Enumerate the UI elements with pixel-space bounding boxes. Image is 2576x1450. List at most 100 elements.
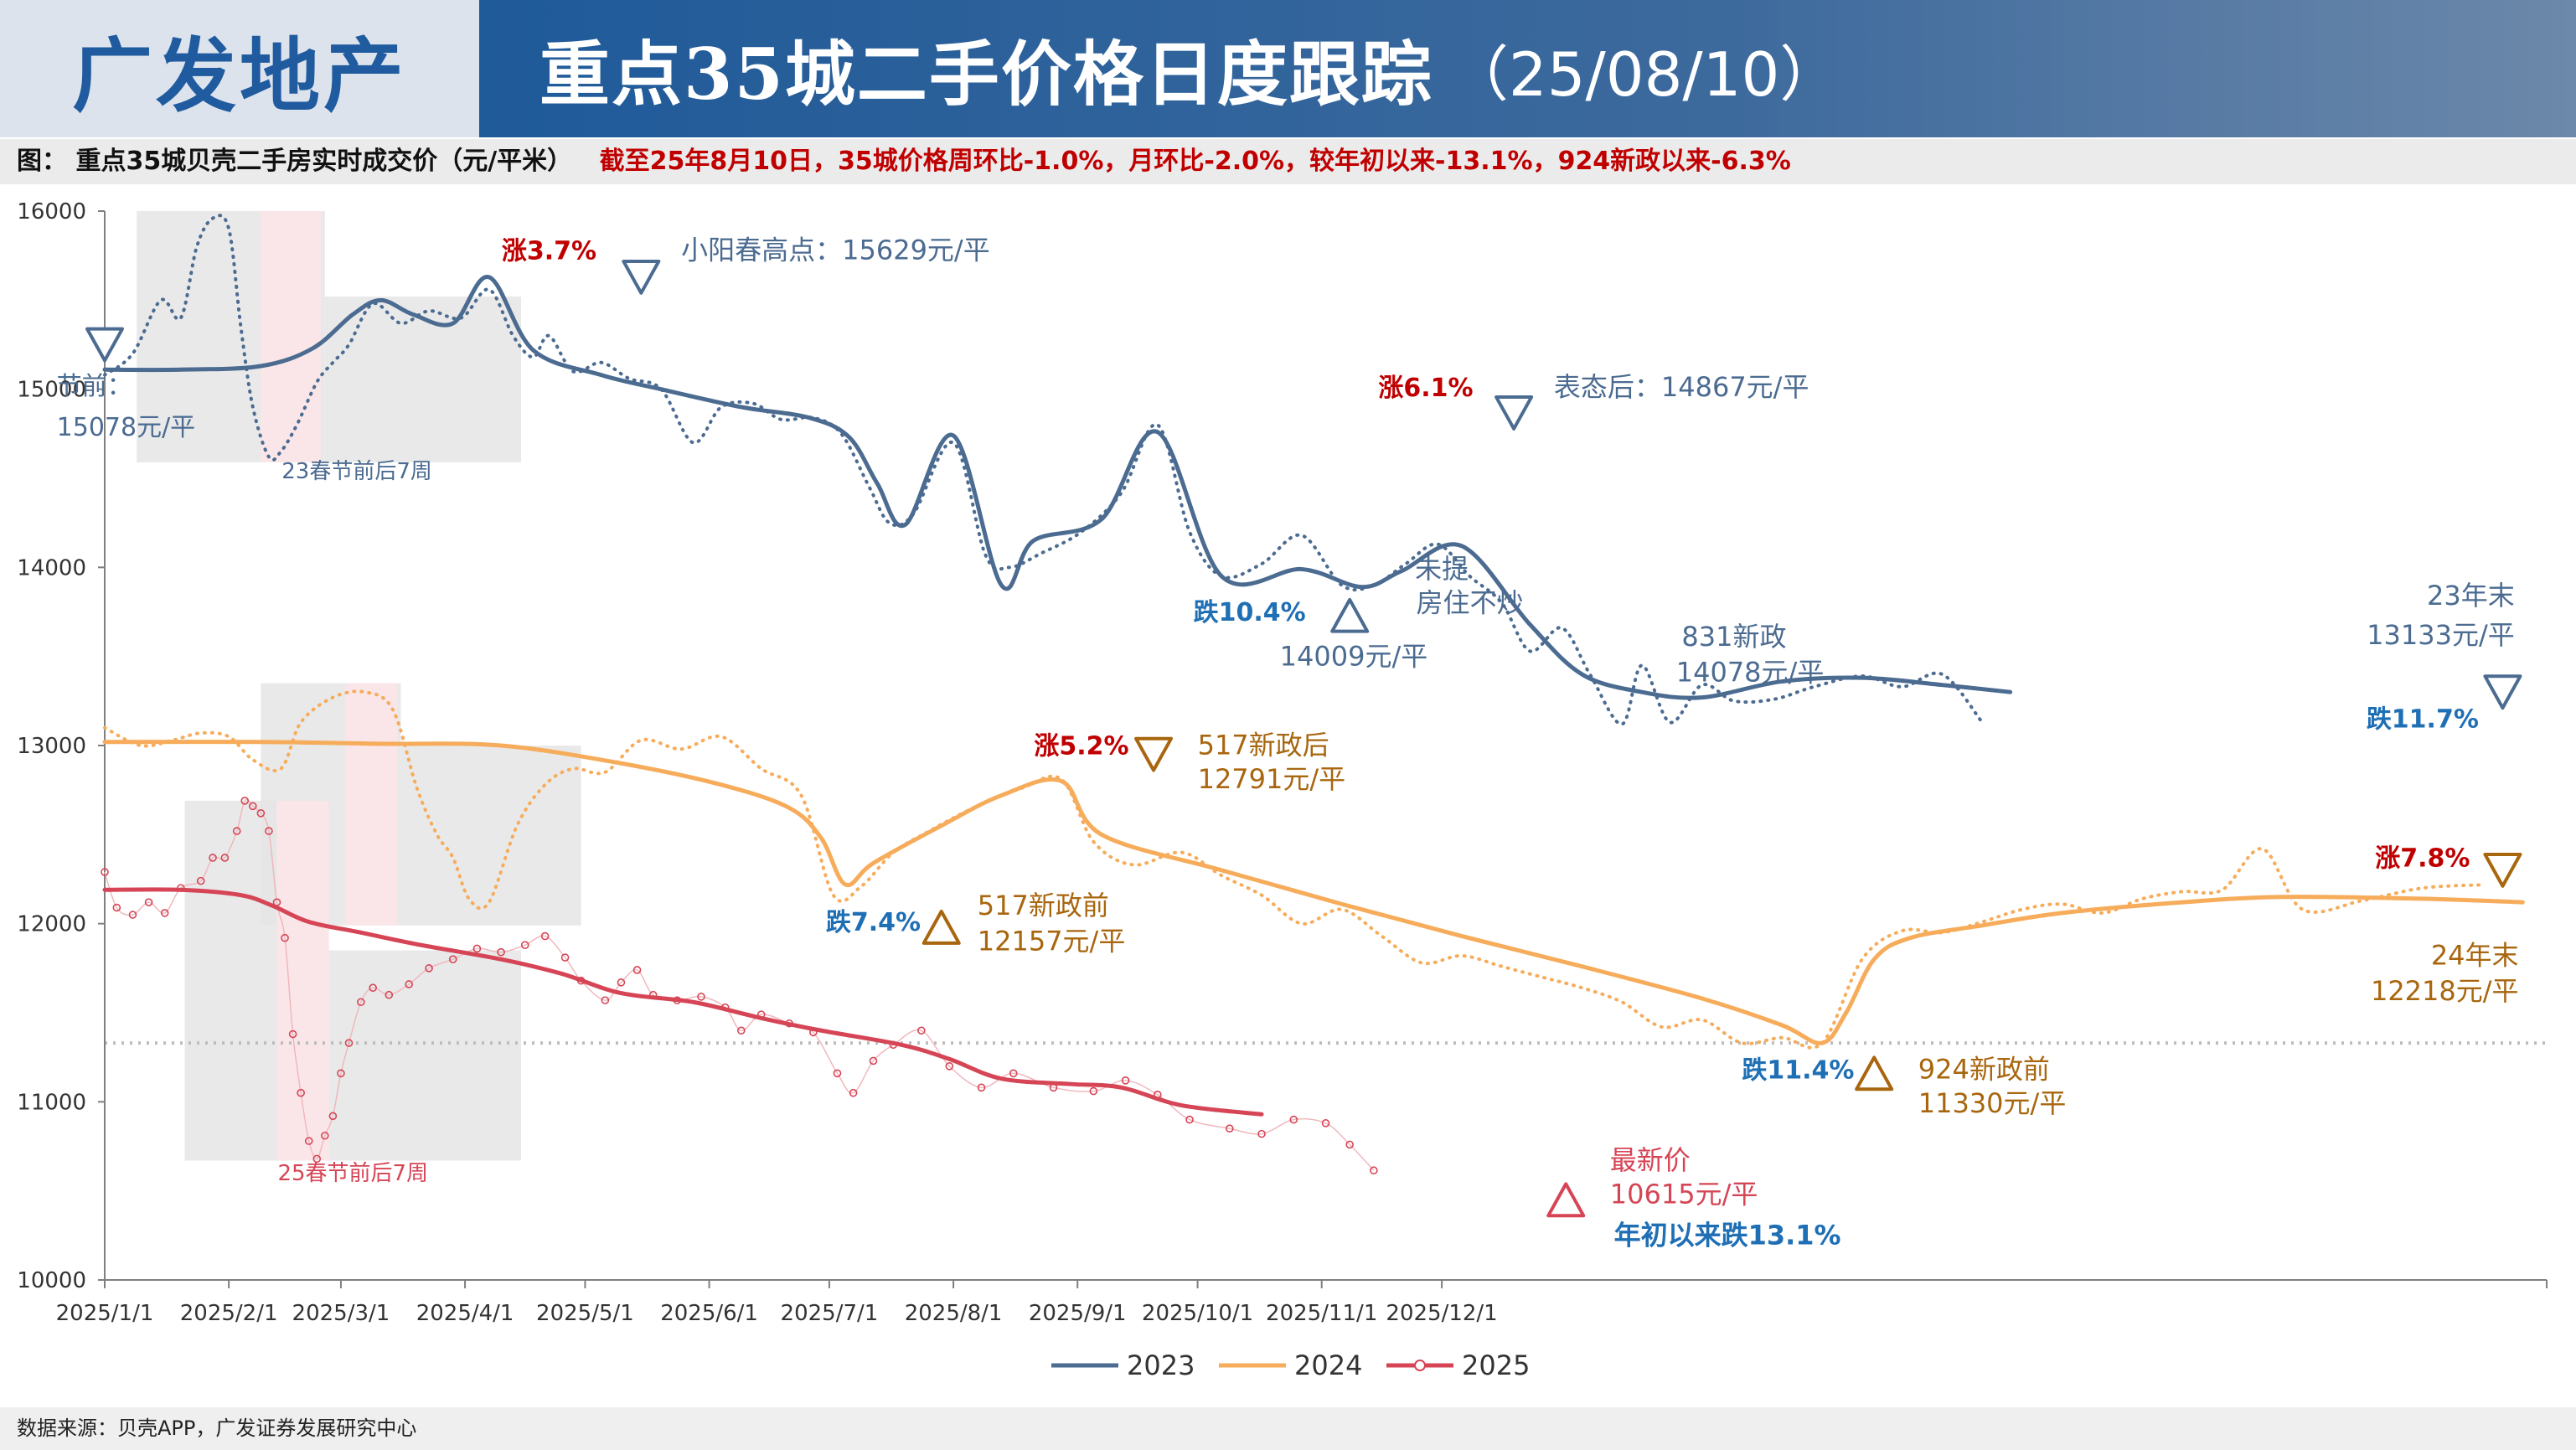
legend-marker-2025 [1414,1360,1426,1371]
x-tick-label: 2025/1/1 [56,1301,154,1326]
series-2023-smooth-line [102,275,2013,700]
series-2025-raw-point [425,964,433,973]
series-2025-raw-point [1226,1124,1234,1133]
series-2025-raw-point [220,854,230,862]
title-banner: 重点35城二手价格日度跟踪 （25/08/10） [479,0,2576,137]
series-2025-raw-point [697,993,705,1001]
x-tick-label: 2025/8/1 [905,1301,1003,1326]
legend-label-2025: 2025 [1462,1349,1530,1381]
series-2025-raw-point [601,996,610,1004]
brand-name: 广发地产 [72,28,407,123]
shaded-region-1 [324,297,521,462]
series-2025-raw-point [101,868,109,876]
data-source-text: 数据来源：贝壳APP，广发证券发展研究中心 [17,1416,417,1440]
series-2025-raw-point [520,941,529,949]
triangle-markers [85,259,2522,1218]
series-2025-raw-point [304,1137,313,1145]
series-2025-raw-point [945,1062,954,1071]
series-2025-raw-point [112,903,121,912]
chart-annotation: 11330元/平 [1918,1087,2067,1119]
series-2025-raw-point [1089,1086,1098,1096]
x-tick-label: 2025/9/1 [1029,1301,1127,1326]
series-2025-raw-point [232,827,241,835]
x-tick-label: 2025/11/1 [1266,1301,1377,1326]
series-2025-raw-point [405,980,413,988]
chart-annotation: 涨6.1% [1378,374,1473,403]
chart-annotation: 15078元/平 [57,413,196,442]
series-2025-raw-point [917,1026,926,1035]
series-2025-raw-point [497,947,505,957]
data-source-footer: 数据来源：贝壳APP，广发证券发展研究中心 [0,1407,2576,1450]
raw-series [101,214,2485,1175]
x-tick-label: 2025/10/1 [1142,1301,1253,1326]
chart-summary-note: 截至25年8月10日，35城价格周环比-1.0%，月环比-2.0%，较年初以来-… [599,147,1791,176]
series-2025-raw-point [369,983,377,993]
series-2025-raw-point [321,1131,329,1140]
chart-annotation: 小阳春高点：15629元/平 [681,234,990,266]
chart-annotation: 12791元/平 [1198,763,1346,795]
series-2025-raw-point [357,998,365,1007]
chart-axes: 10000 11000 12000 13000 14000 15000 16000 2025/… [17,199,2548,1326]
series-2024-smooth-line [102,740,2525,1045]
up-triangle-marker [1855,1055,1894,1091]
shaded-region-5 [344,683,397,926]
series-2025-raw-point [128,911,137,919]
legend-label-2023: 2023 [1127,1349,1195,1381]
down-triangle-marker [85,327,124,363]
series-2025-raw-point [1370,1166,1378,1175]
chart-annotation: 23春节前后7周 [281,459,432,484]
chart-annotation: 10615元/平 [1610,1179,1758,1210]
down-triangle-marker [1494,395,1534,431]
series-2025-raw-point [249,802,257,811]
series-2025-raw-point [977,1083,986,1092]
chart-annotation: 表态后：14867元/平 [1554,371,1809,403]
series-2023-raw-line [103,214,1985,726]
chart-caption-bar: 图： 重点35城贝壳二手房实时成交价（元/平米） 截至25年8月10日，35城价… [0,139,2576,184]
series-2025-raw-point [288,1029,297,1039]
chart-annotations: 节前： 15078元/平 23春节前后7周 涨3.7% 小阳春高点：15629元/平涨6… [57,234,2519,1251]
series-2025-smooth-line [102,887,1264,1117]
chart-annotation: 房住不炒 [1417,587,1524,619]
chart-annotation: 24年末 [2431,940,2519,972]
chart-annotation: 12157元/平 [978,926,1126,957]
chart-annotation: 跌7.4% [826,908,921,937]
up-triangle-marker [1330,597,1370,633]
series-2025-raw-point [240,797,250,805]
chart-annotation: 23年末 [2427,580,2515,611]
chart-annotation: 831新政 [1681,621,1786,653]
chart-caption: 图： 重点35城贝壳二手房实时成交价（元/平米） [17,147,573,176]
legend-items: 2023 2024 2025 [1051,1349,1530,1381]
series-2025-raw-point [337,1069,345,1078]
series-2025-raw-point [160,909,169,917]
x-tick-label: 2025/3/1 [292,1301,390,1326]
shaded-region-4 [400,746,581,926]
up-triangle-marker [1546,1182,1586,1218]
chart-annotation: 节前： [57,372,132,401]
chart-annotation: 13133元/平 [2367,619,2515,651]
series-2025-raw-point [869,1056,878,1066]
series-2025-raw-point [448,955,457,964]
chart-annotation: 涨3.7% [502,236,596,266]
chart-annotation: 12218元/平 [2371,975,2519,1007]
shaded-region-7 [328,950,521,1161]
series-2025-raw-point [209,854,217,862]
series-2025-raw-point [1345,1140,1354,1149]
chart-annotation: 14009元/平 [1280,640,1428,672]
chart-annotation: 最新价 [1610,1144,1691,1176]
series-2025-raw-point [256,809,266,818]
series-2025-raw-point [632,966,642,974]
down-triangle-marker [1134,736,1174,772]
series-2025-raw-point [833,1069,842,1078]
series-2025-raw-point [1321,1119,1330,1127]
series-2025-raw-point [1185,1115,1194,1124]
x-tick-label: 2025/5/1 [536,1301,634,1326]
report-date: （25/08/10） [1448,39,1840,110]
series-2025-raw-point [328,1112,338,1121]
series-2025-raw-point [472,944,482,953]
series-2025-raw-point [196,876,205,885]
shaded-region-2 [261,211,322,462]
series-2025-raw-point [849,1088,858,1097]
chart-annotation: 年初以来跌13.1% [1614,1219,1841,1251]
chart-annotation: 涨5.2% [1034,732,1128,761]
x-tick-label: 2025/4/1 [416,1301,514,1326]
